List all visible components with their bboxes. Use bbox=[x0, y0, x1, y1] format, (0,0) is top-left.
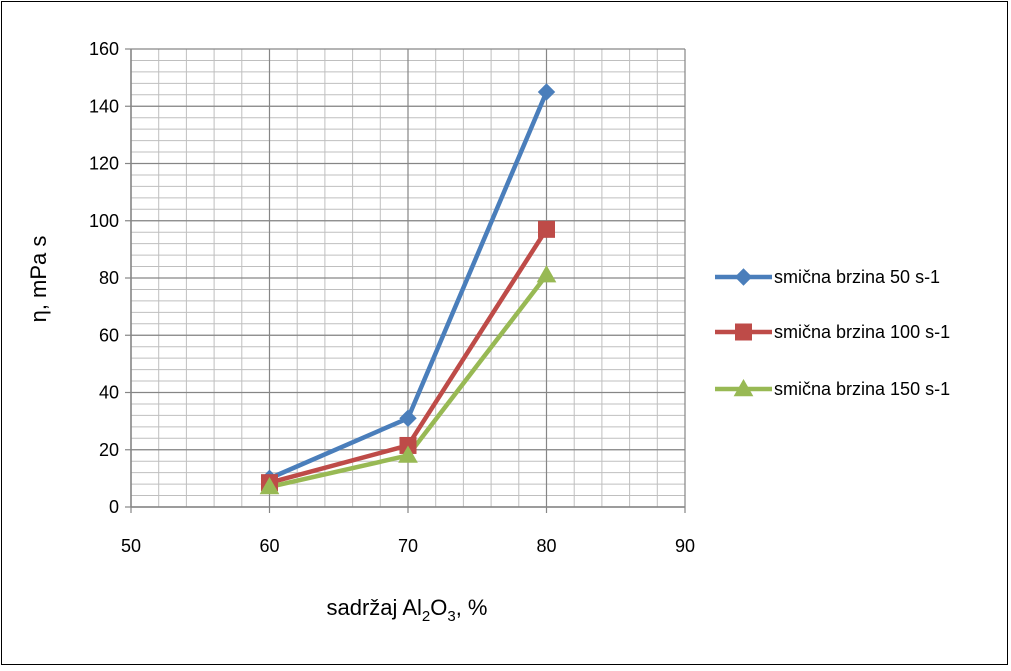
y-tick-label: 80 bbox=[99, 268, 119, 288]
y-tick-label: 40 bbox=[99, 383, 119, 403]
data-point-series-2 bbox=[538, 220, 555, 238]
major-grid bbox=[130, 48, 686, 508]
legend-label: smična brzina 50 s-1 bbox=[774, 267, 940, 287]
x-tick-label: 90 bbox=[675, 536, 695, 556]
y-tick-label: 20 bbox=[99, 440, 119, 460]
y-tick-label: 100 bbox=[89, 211, 119, 231]
plot-area-border bbox=[125, 48, 686, 513]
data-point-series-3 bbox=[398, 445, 418, 463]
legend-marker-swatch bbox=[733, 378, 754, 397]
legend-item-1: smična brzina 50 s-1 bbox=[715, 267, 940, 287]
data-point-series-1 bbox=[399, 409, 417, 427]
x-tick-label: 80 bbox=[536, 536, 556, 556]
y-tick-label: 0 bbox=[109, 497, 119, 517]
x-tick-label: 60 bbox=[259, 536, 279, 556]
y-tick-label: 60 bbox=[99, 325, 119, 345]
legend-item-2: smična brzina 100 s-1 bbox=[715, 322, 950, 342]
y-axis-title: η, mPa s bbox=[26, 236, 51, 323]
y-axis-tick-labels: 0 20 40 60 80 100 120 140 160 bbox=[89, 39, 119, 517]
legend-item-3: smična brzina 150 s-1 bbox=[715, 378, 950, 399]
y-tick-label: 160 bbox=[89, 39, 119, 59]
data-point-series-1 bbox=[537, 83, 556, 101]
x-axis-title: sadržaj Al2O3, % bbox=[327, 595, 488, 625]
legend: smična brzina 50 s-1 smična brzina 100 s-… bbox=[715, 267, 950, 399]
legend-label: smična brzina 100 s-1 bbox=[774, 322, 950, 342]
legend-marker-swatch bbox=[734, 268, 753, 286]
data-point-series-3 bbox=[536, 265, 557, 283]
y-tick-label: 120 bbox=[89, 154, 119, 174]
x-tick-label: 50 bbox=[121, 536, 141, 556]
x-tick-label: 70 bbox=[398, 536, 418, 556]
data-point-series-3 bbox=[259, 476, 280, 495]
x-axis-tick-labels: 50 60 70 80 90 bbox=[121, 536, 695, 556]
legend-marker-swatch bbox=[735, 323, 752, 341]
series-markers bbox=[259, 83, 557, 495]
legend-label: smična brzina 150 s-1 bbox=[774, 379, 950, 399]
y-tick-label: 140 bbox=[89, 96, 119, 116]
